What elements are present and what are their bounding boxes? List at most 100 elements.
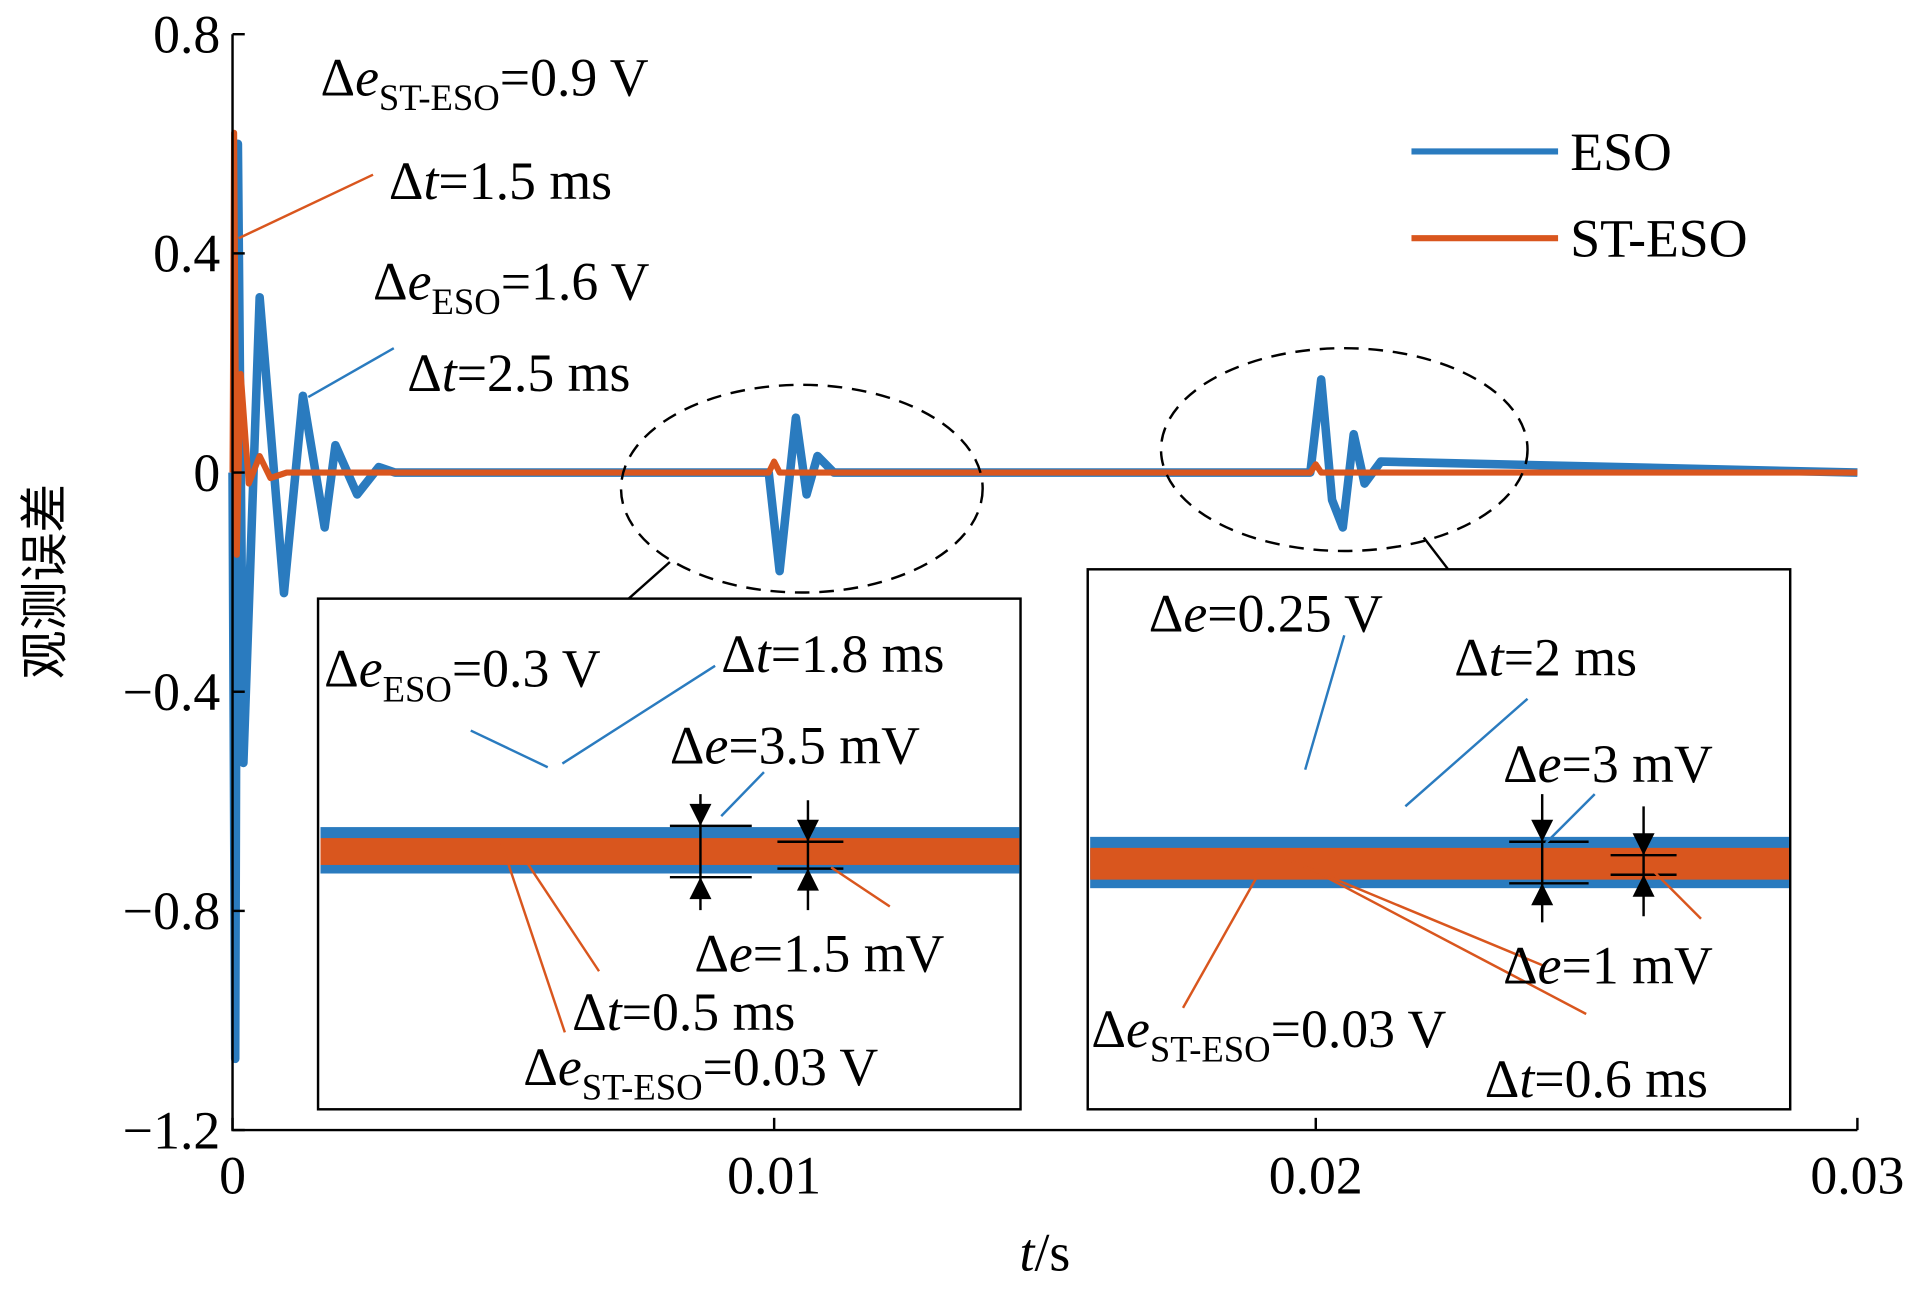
annotation-subscript: ST-ESO <box>379 77 500 118</box>
annotation: Δt=0.5 ms <box>572 982 795 1042</box>
annotation: ΔeESO=0.3 V <box>324 639 601 710</box>
inset-band <box>1090 847 1789 880</box>
annotation-symbol: Δ <box>407 343 442 403</box>
annotation-subscript: ESO <box>431 281 500 322</box>
zoom-connector <box>625 561 671 602</box>
annotation-text: =0.25 V <box>1207 584 1383 644</box>
annotation: Δt=0.6 ms <box>1485 1049 1708 1109</box>
annotation: Δe=0.25 V <box>1149 584 1383 644</box>
annotation-text: =1.5 mV <box>753 923 945 983</box>
x-label-unit: /s <box>1035 1223 1071 1283</box>
series-line <box>229 129 1858 558</box>
annotation: Δt=1.5 ms <box>389 151 612 211</box>
annotation-text: =1.6 V <box>501 251 650 311</box>
x-tick-label: 0.01 <box>727 1146 821 1206</box>
annotation-text: =3.5 mV <box>728 716 920 776</box>
annotation-var: e <box>359 639 383 699</box>
annotation-subscript: ST-ESO <box>582 1067 703 1108</box>
legend-label: ST-ESO <box>1570 209 1747 269</box>
annotation: Δe=3.5 mV <box>670 716 920 776</box>
x-label-var: t <box>1020 1223 1037 1283</box>
annotation-symbol: Δ <box>523 1037 558 1097</box>
annotation-var: t <box>607 982 624 1042</box>
annotation-symbol: Δ <box>1091 999 1126 1059</box>
annotation-symbol: Δ <box>694 923 729 983</box>
annotation-symbol: Δ <box>1454 628 1489 688</box>
annotation-var: e <box>1538 734 1562 794</box>
annotation-symbol: Δ <box>1485 1049 1520 1109</box>
annotation-text: =1.5 ms <box>438 151 612 211</box>
annotation-symbol: Δ <box>373 251 408 311</box>
annotation: Δt=1.8 ms <box>721 624 944 684</box>
annotation: ΔeST-ESO=0.03 V <box>1091 999 1446 1070</box>
x-tick-label: 0 <box>219 1146 246 1206</box>
annotation-var: t <box>423 151 440 211</box>
zoom-ellipse <box>1159 346 1529 553</box>
annotation-text: =0.03 V <box>703 1037 879 1097</box>
annotation-symbol: Δ <box>320 47 355 107</box>
annotation-text: =0.03 V <box>1271 999 1447 1059</box>
plot-lines <box>228 129 1858 1064</box>
annotation-text: =1 mV <box>1562 935 1713 995</box>
annotation-var: t <box>1519 1049 1536 1109</box>
annotation-var: e <box>1126 999 1150 1059</box>
annotation: ΔeST-ESO=0.03 V <box>523 1037 878 1108</box>
annotation-symbol: Δ <box>324 639 359 699</box>
decorations <box>238 173 1792 1111</box>
annotation: ΔeESO=1.6 V <box>373 251 650 322</box>
annotation-symbol: Δ <box>1503 734 1538 794</box>
annotation-var: e <box>355 47 379 107</box>
annotation-text: =0.3 V <box>452 639 601 699</box>
annotation: Δe=1.5 mV <box>694 923 944 983</box>
y-axis-label: 观测误差 <box>16 484 73 679</box>
annotation-text: =0.9 V <box>500 47 649 107</box>
annotation-text: =1.8 ms <box>771 624 945 684</box>
arrows <box>689 803 1655 906</box>
zoom-connector <box>1422 536 1450 571</box>
annotation-symbol: Δ <box>572 982 607 1042</box>
annotation-var: e <box>558 1037 582 1097</box>
x-axis-label: t/s <box>1020 1223 1071 1283</box>
annotation-text: =3 mV <box>1562 734 1713 794</box>
leader-lines <box>238 173 1702 1033</box>
annotation-var: e <box>1183 584 1207 644</box>
annotation: Δt=2 ms <box>1454 628 1637 688</box>
leader-lines <box>307 347 1596 844</box>
annotation-text: =2.5 ms <box>457 343 631 403</box>
x-tick-label: 0.03 <box>1810 1146 1904 1206</box>
annotation: Δe=3 mV <box>1503 734 1713 794</box>
annotation-symbol: Δ <box>1503 935 1538 995</box>
y-tick-label: 0.4 <box>153 224 220 284</box>
annotation-var: t <box>756 624 773 684</box>
series-line <box>228 139 1858 1064</box>
annotation-var: t <box>442 343 459 403</box>
annotation-var: t <box>1489 628 1506 688</box>
annotation-text: =0.6 ms <box>1534 1049 1708 1109</box>
annotation-var: e <box>1538 935 1562 995</box>
annotation: Δe=1 mV <box>1503 935 1713 995</box>
brackets <box>669 794 1677 923</box>
annotation: Δt=2.5 ms <box>407 343 630 403</box>
annotation-var: e <box>729 923 753 983</box>
annotation: ΔeST-ESO=0.9 V <box>320 47 648 118</box>
y-tick-label: 0 <box>193 443 220 503</box>
annotation-var: e <box>408 251 432 311</box>
annotation-text: =0.5 ms <box>622 982 796 1042</box>
legend-label: ESO <box>1570 122 1672 182</box>
zoom-ellipse <box>619 383 984 594</box>
annotation-text: =2 ms <box>1504 628 1637 688</box>
annotation-var: e <box>704 716 728 776</box>
x-tick-label: 0.02 <box>1269 1146 1363 1206</box>
y-tick-label: −0.4 <box>123 662 221 722</box>
annotation-symbol: Δ <box>721 624 756 684</box>
annotation-subscript: ESO <box>383 668 452 709</box>
y-tick-label: −0.8 <box>123 881 221 941</box>
annotation-subscript: ST-ESO <box>1150 1029 1271 1070</box>
annotation-symbol: Δ <box>1149 584 1184 644</box>
inset-band <box>320 838 1020 865</box>
annotation-symbol: Δ <box>670 716 705 776</box>
annotation-symbol: Δ <box>389 151 424 211</box>
y-tick-label: 0.8 <box>153 5 220 65</box>
y-tick-label: −1.2 <box>123 1100 221 1160</box>
